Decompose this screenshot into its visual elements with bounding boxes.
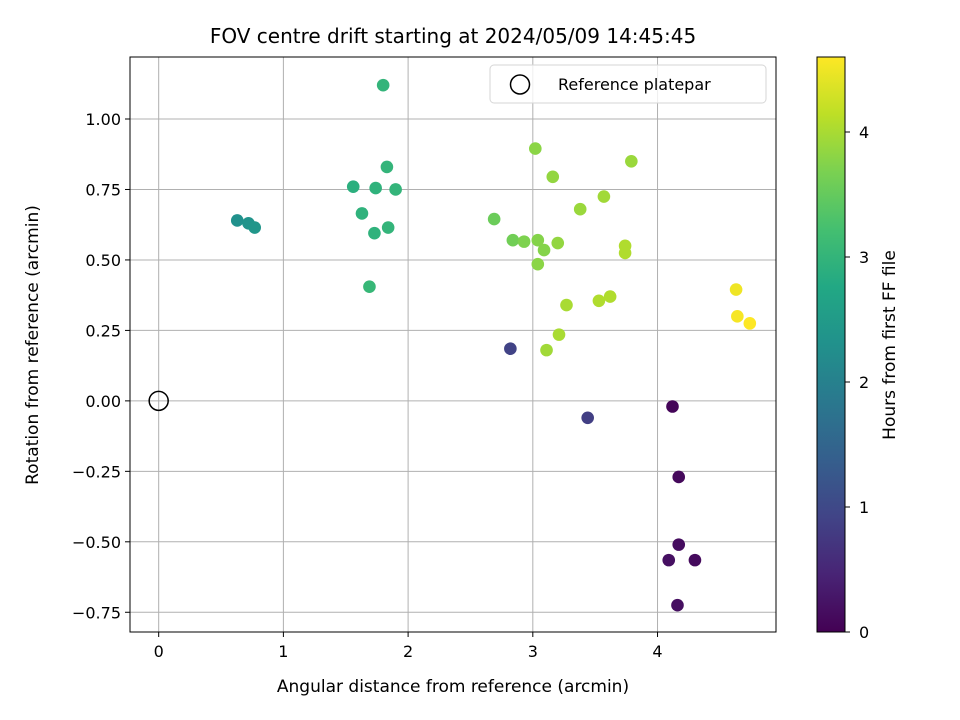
data-point: [531, 257, 545, 271]
data-point: [355, 207, 369, 220]
y-tick-label: 1.00: [85, 110, 121, 129]
data-point: [368, 226, 381, 240]
y-tick-label: −0.75: [72, 603, 121, 622]
data-point: [369, 181, 382, 195]
legend-entry-reference: Reference platepar: [558, 75, 711, 94]
data-point: [672, 470, 686, 484]
colorbar-tick-label: 2: [859, 373, 869, 392]
data-point: [671, 598, 684, 612]
y-tick-label: −0.50: [72, 533, 121, 552]
grid: [130, 57, 776, 632]
data-point: [506, 233, 520, 247]
data-points: [148, 78, 757, 612]
plot-frame: [129, 56, 777, 633]
data-point: [531, 233, 545, 247]
colorbar-tick-label: 3: [859, 248, 869, 267]
x-tick-label: 3: [528, 642, 538, 661]
colorbar-gradient: [816, 56, 846, 633]
data-point: [504, 342, 517, 356]
legend: Reference platepar: [489, 64, 767, 104]
colorbar-ticks: 0 1 2 3 4: [845, 123, 869, 642]
data-point: [381, 221, 395, 234]
data-point: [560, 298, 573, 312]
data-point: [517, 235, 531, 248]
colorbar-tick-label: 0: [859, 623, 869, 642]
data-point: [672, 538, 686, 551]
data-point: [597, 190, 611, 203]
legend-reference-marker: [509, 74, 531, 95]
reference-platepar-marker: [148, 390, 169, 412]
data-point: [230, 214, 244, 227]
data-point: [487, 212, 501, 226]
data-point: [688, 553, 702, 567]
data-point: [363, 280, 376, 294]
data-point: [592, 294, 606, 308]
colorbar-label: Hours from first FF file: [880, 250, 900, 440]
data-point: [662, 553, 676, 567]
data-point: [581, 411, 594, 425]
colorbar-tick-label: 4: [859, 123, 869, 142]
data-point: [666, 400, 679, 413]
data-point: [743, 317, 757, 330]
data-point: [376, 78, 390, 92]
y-tick-label: 0.50: [85, 251, 121, 270]
data-point: [540, 343, 553, 357]
y-axis-label: Rotation from reference (arcmin): [23, 205, 43, 485]
legend-box: [489, 64, 767, 104]
axes: 0 1 2 3 4 −0.75 −0.50 −0.25 0.00 0.25 0.50 0.75 1.00: [72, 56, 777, 661]
data-point: [731, 310, 744, 323]
data-point: [625, 154, 638, 168]
x-tick-label: 2: [403, 642, 413, 661]
x-axis-label: Angular distance from reference (arcmin): [277, 677, 629, 697]
y-tick-label: 0.25: [85, 321, 121, 340]
data-point: [380, 160, 394, 174]
data-point: [346, 180, 360, 193]
colorbar-tick-label: 1: [859, 498, 869, 517]
y-tick-label: 0.00: [85, 392, 121, 411]
x-tick-label: 4: [652, 642, 662, 661]
chart-title: FOV centre drift starting at 2024/05/09 …: [210, 24, 696, 48]
data-point: [603, 290, 617, 303]
data-point: [546, 170, 560, 184]
data-point: [537, 243, 551, 257]
data-point: [552, 328, 566, 341]
data-point: [551, 236, 565, 250]
data-point: [618, 246, 632, 260]
colorbar: 0 1 2 3 4 Hours from first FF file: [816, 56, 900, 642]
x-tick-label: 1: [278, 642, 288, 661]
data-point: [529, 142, 542, 155]
data-point: [248, 221, 262, 234]
y-tick-label: −0.25: [72, 462, 121, 481]
data-point: [389, 183, 402, 196]
x-tick-label: 0: [154, 642, 164, 661]
data-point: [729, 283, 743, 296]
y-tick-label: 0.75: [85, 180, 121, 199]
data-point: [573, 202, 587, 216]
